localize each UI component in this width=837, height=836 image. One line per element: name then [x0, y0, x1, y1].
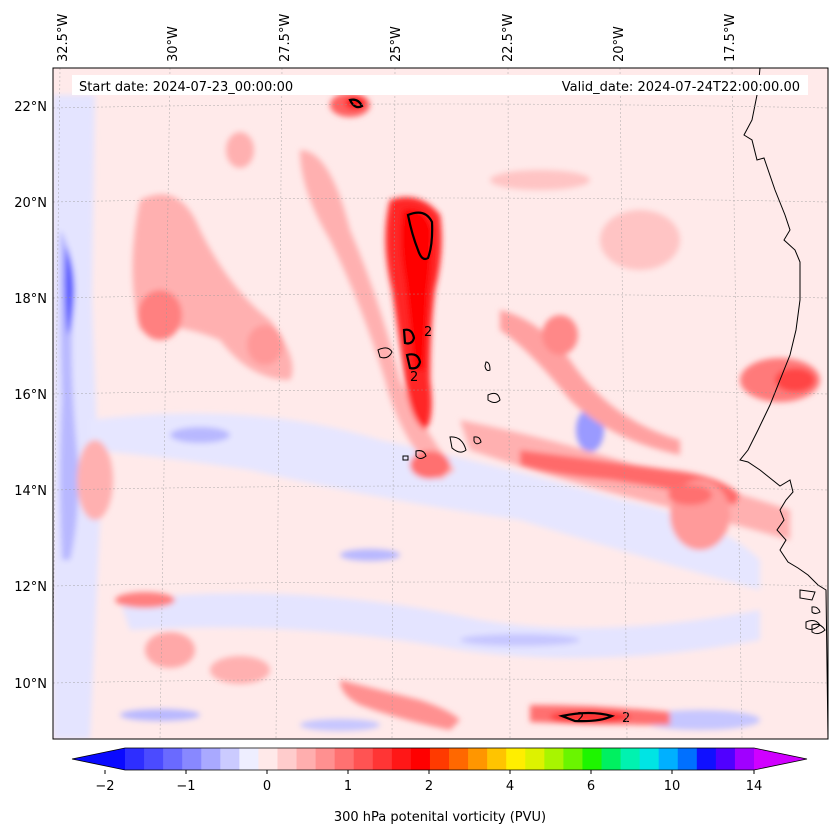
colorbar-tick-label: 1 — [344, 779, 352, 794]
colorbar-cell — [506, 748, 526, 770]
colorbar-label: 300 hPa potenital vorticity (PVU) — [334, 810, 546, 825]
colorbar-cell — [239, 748, 259, 770]
colorbar-cell — [163, 748, 183, 770]
longitude-label: 32.5°W — [56, 14, 71, 62]
colorbar-cell — [525, 748, 545, 770]
pv-patch — [138, 290, 182, 340]
low-pv-patch — [170, 427, 230, 443]
low-pv-patch — [340, 549, 400, 561]
colorbar-cell — [735, 748, 755, 770]
colorbar-cell — [659, 748, 679, 770]
contour-label: 2 — [424, 325, 432, 340]
colorbar-cell — [449, 748, 469, 770]
colorbar-cell — [716, 748, 736, 770]
colorbar-cell — [678, 748, 698, 770]
contour-label: 2 — [410, 370, 418, 385]
latitude-label: 12°N — [14, 580, 47, 595]
colorbar-tick-label: 10 — [664, 779, 681, 794]
pv-patch — [145, 632, 195, 668]
colorbar-min-arrow — [72, 748, 125, 770]
colorbar-cell — [144, 748, 164, 770]
colorbar-cell — [354, 748, 374, 770]
colorbar-cell — [468, 748, 488, 770]
contour-label: 2 — [576, 711, 584, 726]
latitude-label: 22°N — [14, 100, 47, 115]
latitude-label: 18°N — [14, 292, 47, 307]
colorbar-cell — [335, 748, 355, 770]
latitude-label: 14°N — [14, 484, 47, 499]
colorbar-tick-label: −2 — [95, 779, 114, 794]
colorbar-cell — [582, 748, 602, 770]
colorbar-cell — [316, 748, 336, 770]
colorbar-max-arrow — [754, 748, 807, 770]
longitude-label: 27.5°W — [278, 14, 293, 62]
colorbar-cell — [297, 748, 317, 770]
colorbar-cell — [258, 748, 278, 770]
longitude-axis: 32.5°W 30°W 27.5°W 25°W 22.5°W 20°W 17.5… — [56, 14, 738, 62]
colorbar-cell — [544, 748, 564, 770]
contour-label: 2 — [622, 711, 630, 726]
latitude-label: 16°N — [14, 388, 47, 403]
low-pv-patch — [120, 709, 200, 721]
latitude-axis: 22°N 20°N 18°N 16°N 14°N 12°N 10°N — [14, 100, 47, 692]
colorbar-tick-label: 6 — [587, 779, 595, 794]
colorbar-cells — [72, 748, 807, 770]
colorbar-cell — [392, 748, 412, 770]
pv-patch — [115, 592, 175, 608]
colorbar-cell — [182, 748, 202, 770]
longitude-label: 20°W — [612, 26, 627, 62]
latitude-label: 10°N — [14, 677, 47, 692]
start-date-label: Start date: 2024-07-23_00:00:00 — [79, 80, 293, 95]
colorbar-cell — [602, 748, 622, 770]
colorbar-ticks: −2 −1 0 1 2 4 6 10 14 — [95, 770, 762, 794]
colorbar-tick-label: −1 — [176, 779, 195, 794]
colorbar-cell — [411, 748, 431, 770]
latitude-label: 20°N — [14, 196, 47, 211]
colorbar-cell — [430, 748, 450, 770]
colorbar: −2 −1 0 1 2 4 6 10 14 300 hPa potenital vorticit… — [72, 748, 807, 825]
valid-date-label: Valid_date: 2024-07-24T22:00:00.00 — [562, 80, 800, 95]
low-pv-patch — [460, 634, 580, 646]
longitude-label: 22.5°W — [501, 14, 516, 62]
colorbar-cell — [373, 748, 393, 770]
longitude-label: 30°W — [166, 26, 181, 62]
colorbar-tick-label: 2 — [425, 779, 433, 794]
colorbar-cell — [697, 748, 717, 770]
longitude-label: 17.5°W — [723, 14, 738, 62]
colorbar-cell — [277, 748, 297, 770]
low-pv-patch — [300, 719, 380, 731]
low-pv-area-west — [53, 95, 100, 739]
colorbar-cell — [640, 748, 660, 770]
map-panel: 2 2 2 2 Start date: 2024-07-23_00:00:00 — [52, 68, 828, 739]
pv-patch — [247, 325, 283, 365]
pv-patch — [600, 210, 680, 270]
pv-patch — [775, 368, 815, 392]
pv-patch — [226, 132, 254, 168]
colorbar-cell — [125, 748, 145, 770]
pv-patch — [77, 440, 113, 520]
colorbar-tick-label: 4 — [506, 779, 514, 794]
pv-patch — [490, 170, 590, 190]
colorbar-cell — [621, 748, 641, 770]
colorbar-tick-label: 14 — [746, 779, 763, 794]
colorbar-cell — [487, 748, 507, 770]
pv-patch — [542, 315, 578, 355]
colorbar-cell — [201, 748, 221, 770]
colorbar-cell — [220, 748, 240, 770]
longitude-label: 25°W — [389, 26, 404, 62]
pv-map-figure: 2 2 2 2 Start date: 2024-07-23_00:00:00 — [0, 0, 837, 836]
colorbar-tick-label: 0 — [263, 779, 271, 794]
colorbar-cell — [563, 748, 583, 770]
